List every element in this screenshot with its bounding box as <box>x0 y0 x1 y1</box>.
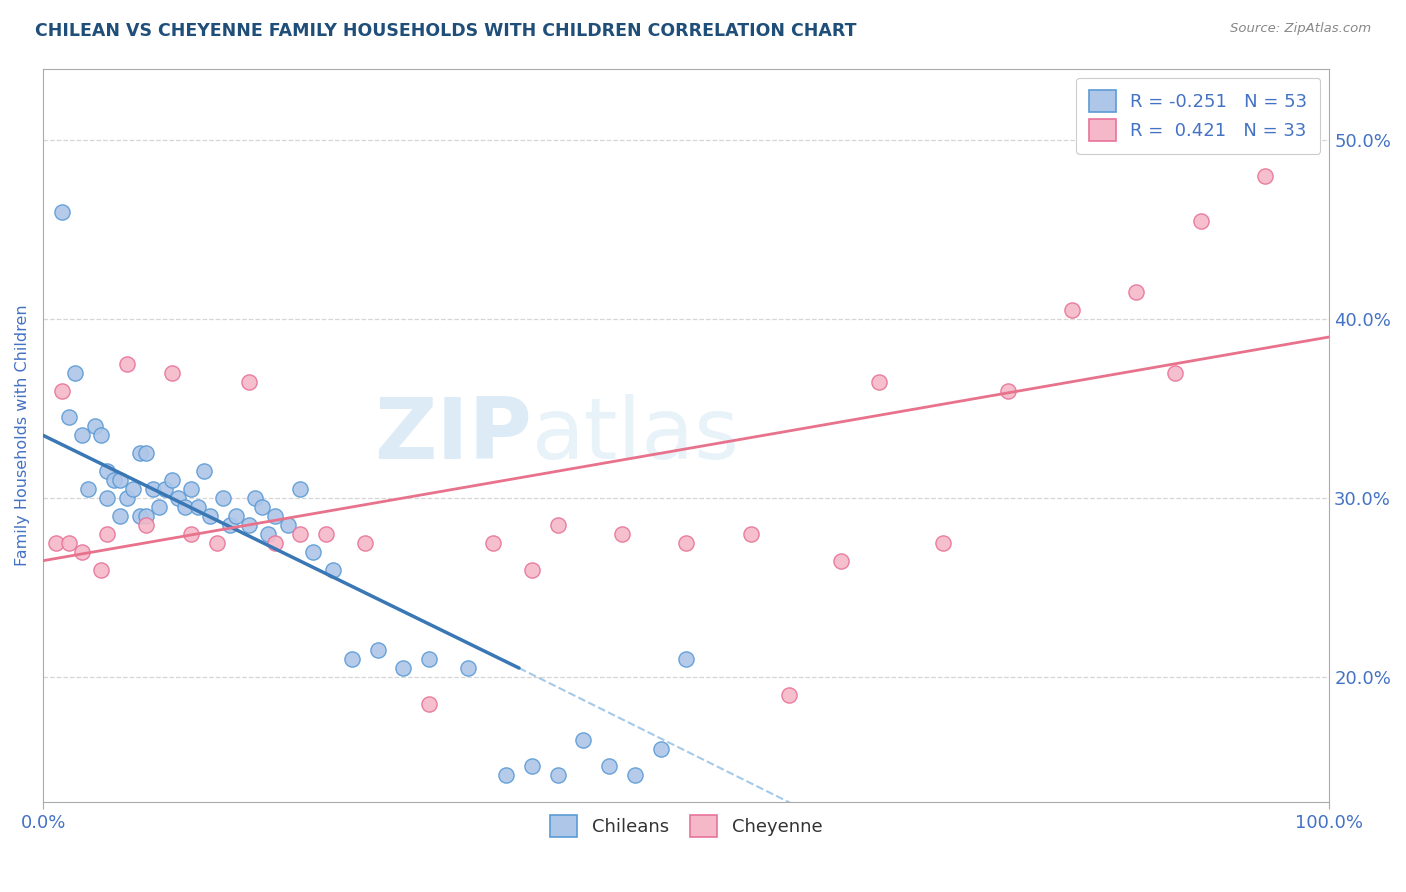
Text: atlas: atlas <box>531 394 740 477</box>
Point <box>90 563 112 577</box>
Point <box>392 661 415 675</box>
Point <box>225 508 247 523</box>
Point <box>51 384 73 398</box>
Point <box>167 491 190 505</box>
Text: CHILEAN VS CHEYENNE FAMILY HOUSEHOLDS WITH CHILDREN CORRELATION CHART: CHILEAN VS CHEYENNE FAMILY HOUSEHOLDS WI… <box>35 22 856 40</box>
Point <box>128 508 150 523</box>
Point <box>495 768 517 782</box>
Point <box>572 732 595 747</box>
Point <box>83 419 105 434</box>
Point <box>90 428 112 442</box>
Point <box>141 482 163 496</box>
Point <box>1164 366 1187 380</box>
Point <box>623 768 645 782</box>
Point <box>520 563 543 577</box>
Point <box>160 473 183 487</box>
Point <box>322 563 344 577</box>
Point <box>122 482 145 496</box>
Point <box>193 464 215 478</box>
Point <box>135 517 157 532</box>
Y-axis label: Family Households with Children: Family Households with Children <box>15 304 30 566</box>
Point <box>250 500 273 514</box>
Point <box>650 741 672 756</box>
Point <box>482 535 505 549</box>
Point <box>1060 303 1083 318</box>
Point <box>997 384 1019 398</box>
Point <box>96 526 118 541</box>
Point <box>186 500 208 514</box>
Point <box>160 366 183 380</box>
Point <box>65 366 87 380</box>
Point <box>353 535 375 549</box>
Point <box>51 204 73 219</box>
Point <box>173 500 195 514</box>
Point <box>1254 169 1277 183</box>
Point <box>58 535 80 549</box>
Point <box>277 517 299 532</box>
Point <box>367 643 389 657</box>
Point <box>96 464 118 478</box>
Point <box>740 526 762 541</box>
Point <box>340 652 363 666</box>
Point <box>180 482 202 496</box>
Point <box>135 446 157 460</box>
Point <box>238 517 260 532</box>
Point <box>200 508 222 523</box>
Point <box>180 526 202 541</box>
Point <box>932 535 955 549</box>
Point <box>135 508 157 523</box>
Point <box>96 491 118 505</box>
Point <box>263 535 285 549</box>
Point <box>70 545 93 559</box>
Point <box>457 661 479 675</box>
Point <box>128 446 150 460</box>
Point <box>238 375 260 389</box>
Point <box>302 545 325 559</box>
Point <box>547 768 569 782</box>
Point <box>610 526 633 541</box>
Point <box>290 482 312 496</box>
Point <box>547 517 569 532</box>
Point <box>675 652 697 666</box>
Point <box>205 535 228 549</box>
Point <box>868 375 890 389</box>
Point <box>257 526 280 541</box>
Point <box>598 759 620 773</box>
Point <box>155 482 177 496</box>
Point <box>290 526 312 541</box>
Legend: Chileans, Cheyenne: Chileans, Cheyenne <box>543 808 830 845</box>
Point <box>675 535 697 549</box>
Point <box>830 554 852 568</box>
Point <box>520 759 543 773</box>
Point <box>263 508 285 523</box>
Text: ZIP: ZIP <box>374 394 531 477</box>
Point <box>45 535 67 549</box>
Point <box>1189 213 1212 227</box>
Point <box>70 428 93 442</box>
Text: Source: ZipAtlas.com: Source: ZipAtlas.com <box>1230 22 1371 36</box>
Point <box>110 508 132 523</box>
Point <box>58 410 80 425</box>
Point <box>148 500 170 514</box>
Point <box>245 491 267 505</box>
Point <box>418 697 440 711</box>
Point <box>110 473 132 487</box>
Point <box>1125 285 1147 300</box>
Point <box>115 491 138 505</box>
Point <box>315 526 337 541</box>
Point <box>218 517 240 532</box>
Point <box>77 482 100 496</box>
Point <box>103 473 125 487</box>
Point <box>115 357 138 371</box>
Point <box>778 688 800 702</box>
Point <box>418 652 440 666</box>
Point <box>212 491 235 505</box>
